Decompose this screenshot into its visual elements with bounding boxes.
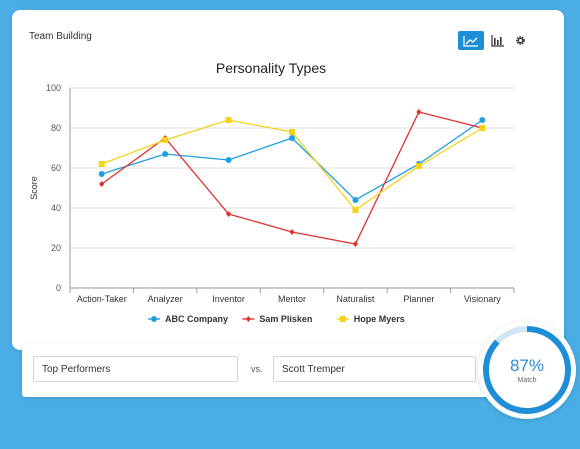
match-ring (483, 326, 571, 414)
x-tick-label: Planner (403, 294, 434, 304)
data-point (289, 229, 295, 235)
data-point (225, 157, 232, 163)
y-tick-label: 100 (46, 83, 61, 93)
legend-label: Sam Plisken (259, 314, 312, 324)
chart-title: Personality Types (216, 60, 326, 76)
match-label: Match (517, 377, 537, 384)
x-tick-label: Naturalist (336, 294, 375, 304)
bar-chart-icon (491, 34, 504, 47)
y-tick-label: 0 (56, 283, 61, 293)
card-title: Team Building (29, 31, 92, 42)
data-point (98, 171, 105, 177)
bar-chart-button[interactable] (490, 31, 506, 50)
x-tick-label: Inventor (212, 294, 245, 304)
x-tick-label: Action-Taker (77, 294, 127, 304)
legend-marker (339, 316, 346, 322)
data-point (225, 211, 232, 217)
data-point (98, 161, 105, 167)
settings-button[interactable] (512, 31, 528, 50)
data-point (162, 151, 169, 157)
legend-marker (151, 316, 157, 322)
y-tick-label: 40 (51, 203, 61, 213)
y-tick-label: 20 (51, 243, 61, 253)
data-point (289, 129, 295, 135)
data-point (225, 117, 232, 123)
x-tick-label: Mentor (278, 294, 306, 304)
legend-marker (245, 316, 251, 322)
x-tick-label: Visionary (464, 294, 501, 304)
y-tick-label: 60 (51, 163, 61, 173)
legend-label: ABC Company (165, 314, 228, 324)
data-point (415, 163, 422, 169)
data-point (352, 207, 359, 213)
data-point (99, 181, 105, 187)
match-percent: 87% (509, 356, 545, 375)
data-point (416, 109, 422, 115)
chart-card: Team Building (12, 10, 564, 350)
gear-icon (515, 36, 525, 45)
data-point (352, 241, 359, 247)
data-point (162, 137, 169, 143)
line-chart-button[interactable] (458, 31, 484, 50)
comparison-panel: Top Performers vs. Scott Tremper (22, 343, 542, 397)
line-chart-icon (463, 35, 478, 47)
y-axis-label: Score (29, 176, 39, 200)
data-point (479, 125, 486, 131)
y-tick-label: 80 (51, 123, 61, 133)
x-tick-label: Analyzer (148, 294, 183, 304)
data-point (352, 197, 359, 203)
vs-label: vs. (251, 364, 263, 374)
data-point (289, 135, 295, 141)
right-person-select[interactable]: Scott Tremper (273, 356, 476, 382)
match-ring-fill (483, 326, 571, 414)
left-group-select[interactable]: Top Performers (33, 356, 238, 382)
match-gauge: 87% Match (478, 321, 576, 419)
data-point (479, 117, 486, 123)
legend-label: Hope Myers (354, 314, 405, 324)
